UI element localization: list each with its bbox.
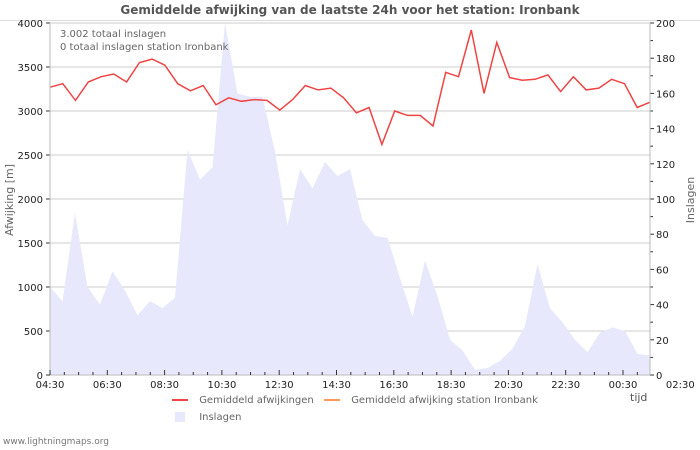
svg-text:04:30: 04:30 — [36, 380, 65, 391]
svg-text:08:30: 08:30 — [150, 380, 179, 391]
svg-text:140: 140 — [656, 125, 675, 136]
legend-label-strikes: Inslagen — [199, 412, 242, 423]
svg-text:20:30: 20:30 — [494, 380, 523, 391]
svg-text:00:30: 00:30 — [609, 380, 638, 391]
svg-text:0: 0 — [37, 371, 43, 382]
deviation-lines — [49, 29, 651, 147]
legend-label-station: Gemiddeld afwijking station Ironbank — [351, 395, 538, 406]
svg-text:20: 20 — [656, 336, 669, 347]
svg-text:500: 500 — [24, 327, 43, 338]
svg-text:10:30: 10:30 — [207, 380, 236, 391]
svg-text:120: 120 — [656, 160, 675, 171]
svg-text:2500: 2500 — [18, 151, 43, 162]
svg-text:80: 80 — [656, 230, 669, 241]
svg-text:1500: 1500 — [18, 239, 43, 250]
svg-text:160: 160 — [656, 89, 675, 100]
axes: 0 500 1000 1500 2000 2500 3000 3500 4000 0 20 40 60 8… — [3, 19, 697, 391]
svg-text:06:30: 06:30 — [93, 380, 122, 391]
svg-text:60: 60 — [656, 265, 669, 276]
svg-text:180: 180 — [656, 54, 675, 65]
svg-text:2000: 2000 — [18, 195, 43, 206]
svg-text:14:30: 14:30 — [322, 380, 351, 391]
svg-text:02:30: 02:30 — [666, 380, 695, 391]
svg-text:3000: 3000 — [18, 107, 43, 118]
legend-label-avg: Gemiddeld afwijkingen — [199, 395, 314, 406]
svg-text:40: 40 — [656, 301, 669, 312]
svg-text:100: 100 — [656, 195, 675, 206]
svg-text:200: 200 — [656, 19, 675, 30]
svg-text:1000: 1000 — [18, 283, 43, 294]
svg-text:12:30: 12:30 — [265, 380, 294, 391]
svg-text:16:30: 16:30 — [379, 380, 408, 391]
annotation-total-strikes: 3.002 totaal inslagen — [60, 29, 167, 40]
legend-swatch-station — [324, 399, 340, 401]
legend-item-strikes: Inslagen — [175, 412, 241, 423]
strikes-area — [50, 23, 650, 375]
svg-text:3500: 3500 — [18, 63, 43, 74]
svg-text:Inslagen: Inslagen — [684, 177, 697, 223]
svg-text:0: 0 — [656, 371, 662, 382]
legend-item-station: Gemiddeld afwijking station Ironbank — [324, 395, 538, 406]
svg-text:Afwijking [m]: Afwijking [m] — [3, 164, 16, 236]
legend-swatch-avg — [172, 399, 188, 401]
svg-text:22:30: 22:30 — [551, 380, 580, 391]
svg-text:18:30: 18:30 — [437, 380, 466, 391]
chart-title: Gemiddelde afwijking van de laatste 24h … — [120, 3, 580, 17]
x-axis-label: tijd — [630, 391, 648, 404]
annotation-station-strikes: 0 totaal inslagen station Ironbank — [60, 42, 229, 53]
legend-swatch-strikes — [175, 412, 185, 422]
legend-item-avg: Gemiddeld afwijkingen — [172, 395, 314, 406]
footer-credit: www.lightningmaps.org — [3, 437, 109, 447]
svg-text:4000: 4000 — [18, 19, 43, 30]
title-divider — [0, 20, 700, 21]
